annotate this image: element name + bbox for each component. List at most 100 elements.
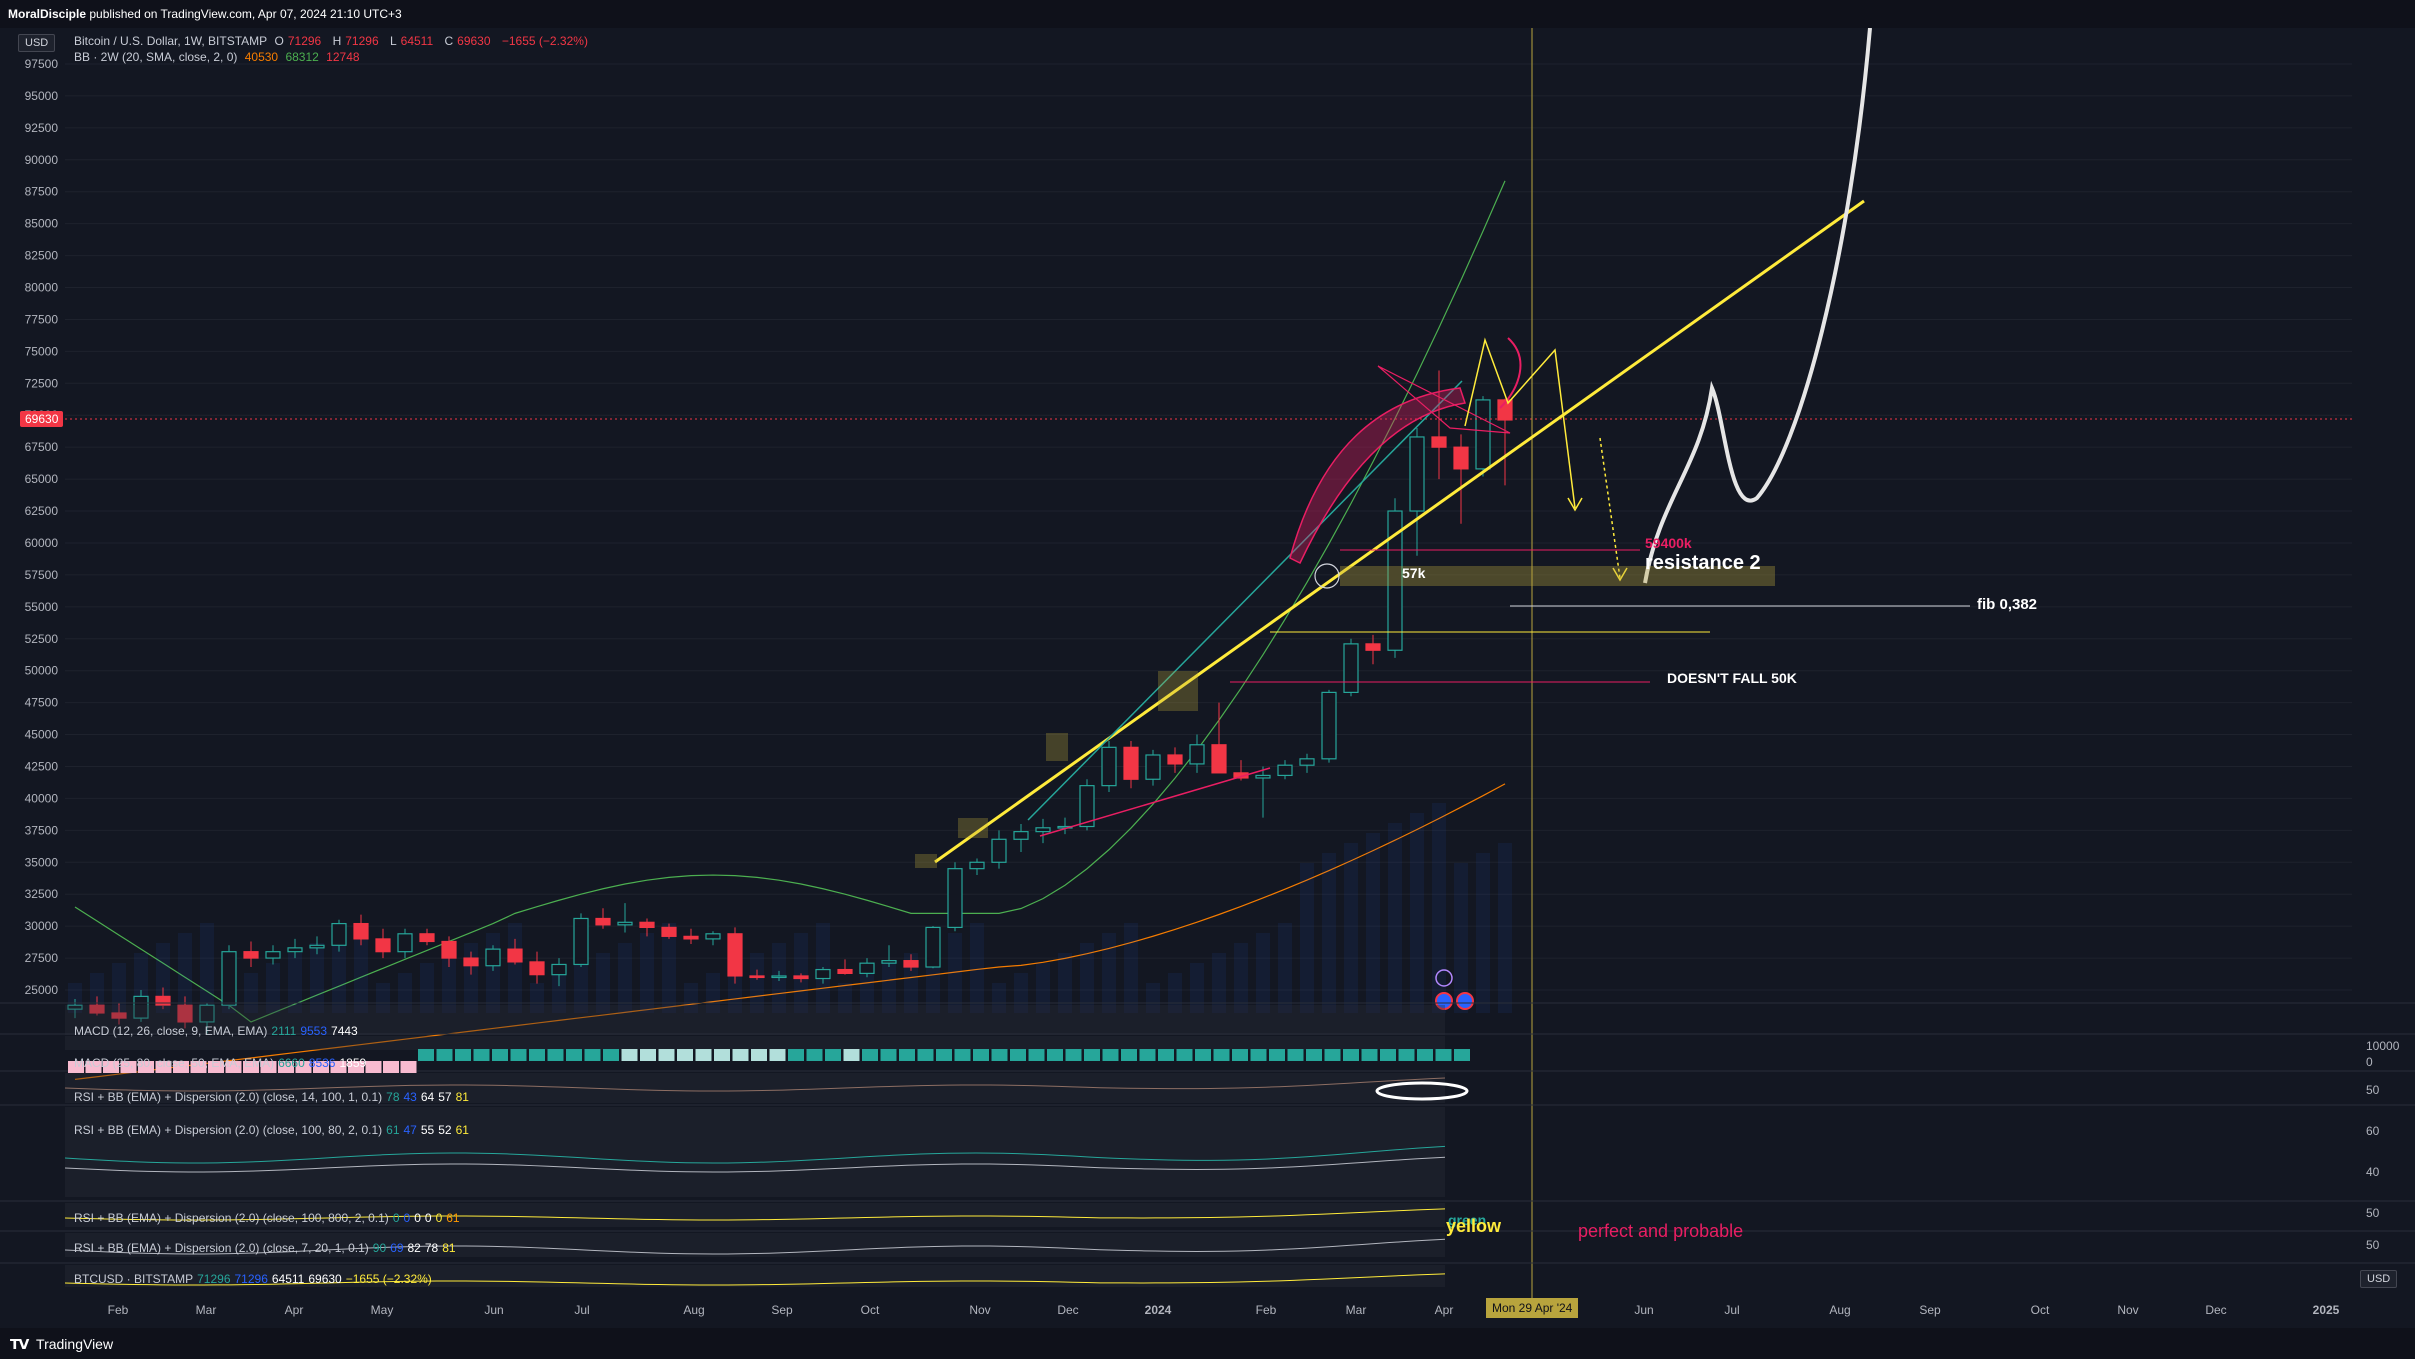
- main-legend: Bitcoin / U.S. Dollar, 1W, BITSTAMP O 712…: [74, 34, 592, 48]
- currency-badge[interactable]: USD: [18, 34, 56, 52]
- volume-bar: [574, 963, 588, 1013]
- candle-body: [111, 1012, 127, 1019]
- price-axis-label: 95000: [25, 89, 59, 103]
- macd-hist-bar: [843, 1049, 860, 1061]
- macd-neg-bar: [243, 1061, 259, 1073]
- macd-hist-bar: [621, 1049, 638, 1061]
- macd-hist-bar: [695, 1049, 712, 1061]
- candle-body: [1497, 399, 1513, 421]
- white-forecast-curve: [1643, 28, 1872, 584]
- macd-hist-bar: [899, 1049, 915, 1061]
- volume-bar: [1454, 863, 1468, 1013]
- pane-legend: RSI + BB (EMA) + Dispersion (2.0) (close…: [74, 1123, 473, 1137]
- rsi-line-3: [64, 1145, 1446, 1164]
- ohlc-close: C 69630: [444, 34, 491, 48]
- yellow-arrow-head-2: [1612, 567, 1628, 582]
- chart-grid: [65, 63, 2352, 991]
- time-axis-label: Jul: [1724, 1303, 1739, 1317]
- circle-marker: [1314, 563, 1340, 589]
- pink-trendline: [1039, 767, 1271, 837]
- rsi-line-2: [64, 1156, 1446, 1173]
- candle-body: [1013, 831, 1029, 840]
- time-axis-label: Jun: [1634, 1303, 1653, 1317]
- candle-body: [1431, 436, 1447, 448]
- macd-hist-bar: [640, 1049, 656, 1061]
- candle-body: [199, 1004, 215, 1023]
- footer-bar: 𝗧𝗩 TradingView: [0, 1328, 2415, 1359]
- price-axis-label: 72500: [25, 376, 59, 390]
- yellow-arrow-head-1: [1567, 497, 1583, 512]
- price-axis-label: 40000: [25, 791, 59, 805]
- macd-hist-bar: [862, 1049, 878, 1061]
- pane-value: 7443: [331, 1024, 358, 1038]
- bb-v3: 12748: [326, 50, 360, 64]
- price-axis-label: 82500: [25, 249, 59, 263]
- volume-bar: [992, 983, 1006, 1013]
- author-name[interactable]: MoralDisciple: [8, 7, 87, 21]
- macd-hist-bar: [677, 1049, 693, 1061]
- footer-brand[interactable]: TradingView: [36, 1336, 114, 1352]
- candle-body: [859, 962, 875, 974]
- pane-title[interactable]: RSI + BB (EMA) + Dispersion (2.0) (close…: [74, 1123, 383, 1137]
- candle-body: [1211, 744, 1227, 774]
- bottom-currency-badge[interactable]: USD: [2360, 1270, 2398, 1288]
- time-axis-label: Aug: [683, 1303, 704, 1317]
- macd-neg-bar: [295, 1061, 312, 1073]
- pane-title[interactable]: RSI + BB (EMA) + Dispersion (2.0) (close…: [74, 1211, 389, 1225]
- macd-hist-bar: [658, 1049, 675, 1061]
- annotation-no-fall: DOESN'T FALL 50K: [1667, 670, 1797, 686]
- bb-lower-band: [74, 783, 1506, 1081]
- candle-body: [551, 963, 567, 976]
- pane-title[interactable]: MACD (25, 80, close, 50, EMA, EMA): [74, 1056, 275, 1070]
- volume-bar: [750, 953, 764, 1013]
- pane-title[interactable]: RSI + BB (EMA) + Dispersion (2.0) (close…: [74, 1241, 369, 1255]
- volume-bar: [1300, 863, 1314, 1013]
- pane-value: 52: [438, 1123, 452, 1137]
- ohlc-high: H 71296: [332, 34, 379, 48]
- price-axis: 97500 95000 92500 90000 87500 85000 82500 80000…: [25, 57, 59, 997]
- pane-title[interactable]: RSI + BB (EMA) + Dispersion (2.0) (close…: [74, 1090, 383, 1104]
- pane-value: 90: [372, 1241, 387, 1255]
- price-axis-label: 37500: [25, 823, 59, 837]
- macd-hist-bar: [751, 1049, 767, 1061]
- order-block-1: [1158, 671, 1198, 711]
- zone-57k: [1340, 566, 1775, 586]
- pane-value: 8536: [308, 1056, 336, 1070]
- macd-hist-bar: [954, 1049, 971, 1061]
- volume-bar: [1432, 803, 1446, 1013]
- pane-title[interactable]: MACD (12, 26, close, 9, EMA, EMA): [74, 1024, 268, 1038]
- candle-body: [595, 917, 611, 926]
- time-axis-label: Dec: [2205, 1303, 2226, 1317]
- candle-body: [793, 975, 809, 980]
- macd-hist-bar: [436, 1049, 453, 1061]
- macd-hist-bar: [1028, 1049, 1045, 1061]
- macd-neg-bar: [383, 1061, 399, 1073]
- candle-body: [1453, 446, 1469, 470]
- symbol-title[interactable]: Bitcoin / U.S. Dollar, 1W, BITSTAMP: [74, 34, 268, 48]
- candle-body: [309, 944, 325, 949]
- tradingview-logo-icon[interactable]: 𝗧𝗩: [10, 1336, 29, 1352]
- macd-hist-bar: [1176, 1049, 1193, 1061]
- candle-body: [837, 968, 853, 974]
- pane-value: 61: [446, 1211, 460, 1225]
- candle-body: [221, 951, 237, 1006]
- pane-axis-label: 50: [2366, 1238, 2380, 1252]
- volume-bar: [1256, 933, 1270, 1013]
- price-axis-label: 92500: [25, 121, 59, 135]
- macd-hist-bar: [788, 1049, 804, 1061]
- volume-bar: [1190, 963, 1204, 1013]
- macd-neg-bar: [348, 1061, 364, 1073]
- candle-body: [1277, 764, 1293, 777]
- volume-bar: [1366, 833, 1380, 1013]
- candle-body: [1387, 510, 1403, 651]
- volume-bar: [1476, 853, 1490, 1013]
- macd-hist-bar: [1084, 1049, 1100, 1061]
- candle-body: [1167, 754, 1183, 765]
- bb-title[interactable]: BB · 2W (20, SMA, close, 2, 0): [74, 50, 238, 64]
- pane-value: 57: [438, 1090, 452, 1104]
- price-axis-label: 42500: [25, 759, 59, 773]
- pane-title[interactable]: BTCUSD · BITSTAMP: [74, 1272, 194, 1286]
- pink-triangle: [1377, 365, 1511, 434]
- yellow-dotted-arrow: [1599, 437, 1621, 579]
